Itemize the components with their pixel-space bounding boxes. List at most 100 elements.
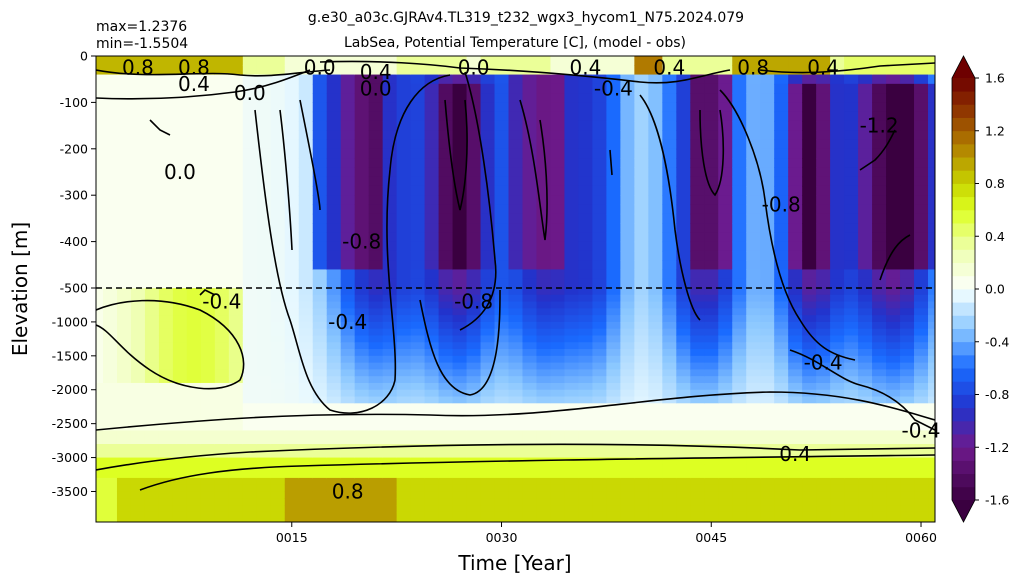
heatmap-cell bbox=[256, 167, 272, 178]
heatmap-cell bbox=[242, 260, 258, 271]
heatmap-cell bbox=[522, 342, 538, 350]
heatmap-cell bbox=[284, 195, 300, 206]
heatmap-cell bbox=[494, 120, 510, 131]
heatmap-cell bbox=[228, 308, 244, 316]
heatmap-cell bbox=[928, 328, 935, 337]
heatmap-cell bbox=[438, 430, 454, 438]
heatmap-cell bbox=[858, 148, 873, 159]
heatmap-cell bbox=[774, 444, 789, 452]
heatmap-cell bbox=[214, 382, 230, 391]
heatmap-cell bbox=[144, 389, 160, 398]
heatmap-cell bbox=[96, 176, 104, 187]
heatmap-cell bbox=[144, 56, 160, 66]
heatmap-cell bbox=[830, 213, 845, 224]
heatmap-cell bbox=[340, 416, 356, 425]
heatmap-cell bbox=[410, 505, 426, 513]
heatmap-cell bbox=[690, 250, 705, 261]
heatmap-cell bbox=[564, 382, 580, 391]
heatmap-cell bbox=[438, 167, 454, 178]
heatmap-cell bbox=[886, 241, 901, 252]
heatmap-cell bbox=[704, 471, 719, 479]
heatmap-cell bbox=[368, 111, 384, 122]
heatmap-cell bbox=[704, 376, 719, 384]
heatmap-cell bbox=[550, 102, 566, 113]
heatmap-cell bbox=[662, 301, 677, 309]
heatmap-cell bbox=[494, 301, 510, 309]
heatmap-cell bbox=[368, 260, 384, 271]
heatmap-cell bbox=[270, 471, 286, 479]
heatmap-cell bbox=[760, 518, 775, 522]
heatmap-cell bbox=[564, 223, 580, 233]
heatmap-cell bbox=[214, 65, 230, 76]
heatmap-cell bbox=[452, 111, 468, 122]
heatmap-cell bbox=[746, 430, 761, 438]
heatmap-cell bbox=[522, 349, 538, 357]
heatmap-cell bbox=[96, 269, 104, 280]
heatmap-cell bbox=[928, 260, 935, 271]
heatmap-cell bbox=[368, 342, 384, 350]
heatmap-cell bbox=[158, 321, 174, 330]
heatmap-cell bbox=[788, 342, 803, 350]
heatmap-cell bbox=[914, 213, 929, 224]
heatmap-cell bbox=[508, 269, 524, 280]
heatmap-cell bbox=[620, 376, 635, 384]
heatmap-cell bbox=[508, 288, 524, 296]
heatmap-cell bbox=[130, 423, 146, 432]
heatmap-cell bbox=[914, 241, 929, 252]
heatmap-cell bbox=[760, 389, 775, 398]
heatmap-cell bbox=[480, 176, 496, 187]
heatmap-cell bbox=[550, 167, 566, 178]
heatmap-cell bbox=[900, 139, 915, 150]
heatmap-cell bbox=[830, 498, 845, 506]
heatmap-cell bbox=[900, 102, 915, 113]
heatmap-cell bbox=[172, 241, 188, 252]
heatmap-cell bbox=[186, 382, 202, 391]
heatmap-cell bbox=[648, 511, 663, 520]
heatmap-cell bbox=[172, 120, 188, 131]
heatmap-cell bbox=[228, 294, 244, 303]
heatmap-cell bbox=[844, 498, 859, 506]
heatmap-cell bbox=[494, 423, 510, 432]
contour-line bbox=[639, 94, 701, 321]
heatmap-cell bbox=[326, 315, 342, 323]
heatmap-cell bbox=[424, 444, 440, 452]
contour-label: -0.8 bbox=[762, 193, 801, 217]
heatmap-cell bbox=[732, 288, 747, 296]
heatmap-cell bbox=[676, 410, 691, 418]
heatmap-cell bbox=[802, 120, 817, 131]
contour-label: 0.8 bbox=[122, 56, 154, 80]
heatmap-cell bbox=[382, 498, 398, 506]
heatmap-cell bbox=[200, 498, 216, 506]
heatmap-cell bbox=[354, 471, 370, 479]
heatmap-cell bbox=[844, 111, 859, 122]
heatmap-cell bbox=[116, 389, 132, 398]
heatmap-cell bbox=[326, 464, 342, 472]
heatmap-cell bbox=[774, 278, 789, 289]
heatmap-cell bbox=[102, 342, 118, 350]
heatmap-cell bbox=[256, 241, 272, 252]
heatmap-cell bbox=[96, 349, 104, 357]
heatmap-cell bbox=[354, 457, 370, 465]
heatmap-cell bbox=[284, 269, 300, 280]
heatmap-cell bbox=[564, 498, 580, 506]
heatmap-cell bbox=[522, 74, 538, 85]
heatmap-cell bbox=[774, 148, 789, 159]
heatmap-cell bbox=[102, 102, 118, 113]
heatmap-cell bbox=[704, 250, 719, 261]
heatmap-cell bbox=[788, 294, 803, 303]
heatmap-cell bbox=[200, 457, 216, 465]
heatmap-cell bbox=[96, 250, 104, 261]
heatmap-cell bbox=[298, 376, 314, 384]
heatmap-cell bbox=[368, 321, 384, 330]
heatmap-cell bbox=[172, 369, 188, 377]
heatmap-cell bbox=[732, 250, 747, 261]
heatmap-cell bbox=[228, 355, 244, 364]
heatmap-cell bbox=[564, 491, 580, 499]
heatmap-cell bbox=[256, 111, 272, 122]
heatmap-cell bbox=[284, 260, 300, 271]
heatmap-cell bbox=[830, 382, 845, 391]
heatmap-cell bbox=[228, 130, 244, 141]
heatmap-cell bbox=[466, 410, 482, 418]
heatmap-cell bbox=[256, 195, 272, 206]
heatmap-cell bbox=[914, 430, 929, 438]
